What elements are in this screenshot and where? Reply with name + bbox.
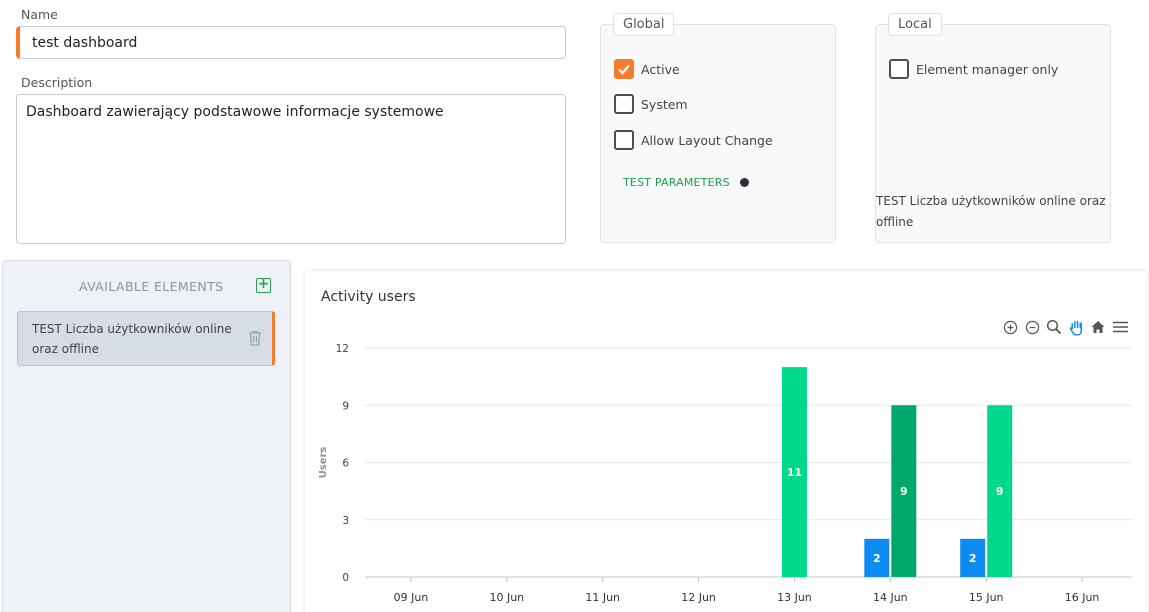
allow-layout-change-checkbox[interactable] <box>614 130 634 150</box>
y-tick-label: 9 <box>342 400 349 412</box>
bar-data-label: 2 <box>969 552 977 565</box>
chart-bar <box>891 405 917 577</box>
available-element-item[interactable]: TEST Liczba użytkowników online oraz off… <box>17 311 275 366</box>
x-tick-label: 14 Jun <box>873 591 908 604</box>
activity-users-chart-card: Activity users 0 3 6 9 12 Users 09 Jun 10 Jun 11… <box>305 271 1147 612</box>
description-label: Description <box>21 75 93 90</box>
global-panel: Global Active System Allow Layout Change… <box>600 13 836 243</box>
reset-home-icon[interactable] <box>1089 318 1107 336</box>
zoom-out-icon[interactable] <box>1023 318 1041 336</box>
local-element-item[interactable]: TEST Liczba użytkowników online oraz off… <box>876 194 1106 229</box>
local-panel: Local Element manager only TEST Liczba u… <box>875 13 1111 243</box>
trash-icon[interactable] <box>248 330 262 346</box>
x-tick-label: 12 Jun <box>681 591 716 604</box>
zoom-in-icon[interactable] <box>1001 318 1019 336</box>
available-elements-panel: AVAILABLE ELEMENTS + TEST Liczba użytkow… <box>2 260 291 612</box>
test-parameters-element[interactable]: TEST PARAMETERS <box>623 176 749 189</box>
name-label: Name <box>21 7 58 22</box>
y-tick-label: 0 <box>342 572 349 584</box>
available-element-label: TEST Liczba użytkowników online oraz off… <box>32 322 232 356</box>
bar-data-label: 2 <box>873 552 881 565</box>
chart-bar <box>987 405 1013 577</box>
global-legend: Global <box>613 13 675 36</box>
system-checkbox[interactable] <box>614 94 634 114</box>
element-manager-only-checkbox[interactable] <box>889 59 909 79</box>
x-tick-label: 09 Jun <box>394 591 429 604</box>
y-tick-label: 3 <box>342 515 349 527</box>
chart-bar <box>864 538 890 577</box>
menu-icon[interactable] <box>1111 318 1129 336</box>
status-dot-icon <box>739 178 749 187</box>
bar-data-label: 9 <box>996 485 1004 498</box>
x-tick-label: 10 Jun <box>489 591 524 604</box>
active-checkbox-label: Active <box>641 61 680 77</box>
chart-bar <box>781 367 807 577</box>
test-parameters-label: TEST PARAMETERS <box>623 176 730 189</box>
check-icon <box>618 64 630 75</box>
bar-data-label: 9 <box>900 485 908 498</box>
x-tick-label: 13 Jun <box>777 591 812 604</box>
add-element-icon[interactable]: + <box>256 276 271 293</box>
chart-toolbar <box>1001 318 1129 336</box>
bar-data-label: 11 <box>787 466 802 479</box>
y-axis-label: Users <box>318 447 329 479</box>
bar-chart: 0 3 6 9 12 Users 09 Jun 10 Jun 11 Jun 12 Jun 13 Ju… <box>318 343 1132 604</box>
allow-layout-change-checkbox-row[interactable]: Allow Layout Change <box>614 130 773 150</box>
allow-layout-change-checkbox-label: Allow Layout Change <box>641 132 773 148</box>
element-manager-only-checkbox-row[interactable]: Element manager only <box>889 59 1058 79</box>
x-tick-label: 16 Jun <box>1065 591 1100 604</box>
system-checkbox-label: System <box>641 96 688 112</box>
chart-bar <box>960 538 986 577</box>
chart-title: Activity users <box>321 289 416 305</box>
element-manager-only-label: Element manager only <box>916 61 1059 77</box>
x-tick-label: 11 Jun <box>585 591 620 604</box>
y-tick-label: 12 <box>336 343 349 355</box>
active-checkbox[interactable] <box>614 59 634 79</box>
system-checkbox-row[interactable]: System <box>614 94 688 114</box>
description-textarea[interactable] <box>16 94 566 244</box>
available-elements-title: AVAILABLE ELEMENTS <box>79 279 224 294</box>
x-tick-label: 15 Jun <box>969 591 1004 604</box>
magnifier-selection-icon[interactable] <box>1045 318 1063 336</box>
pan-hand-icon[interactable] <box>1067 318 1085 336</box>
name-input[interactable] <box>16 26 566 59</box>
y-tick-label: 6 <box>342 458 349 470</box>
local-legend: Local <box>888 13 942 36</box>
active-checkbox-row[interactable]: Active <box>614 59 680 79</box>
